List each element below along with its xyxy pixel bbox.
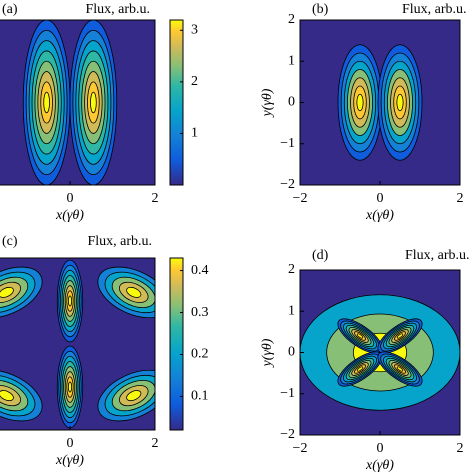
panel-label: (d) <box>312 248 329 263</box>
colorbar-tick-label: 0.3 <box>191 305 209 320</box>
y-axis-label: y(γθ) <box>260 88 275 118</box>
panel-label: (a) <box>2 2 18 17</box>
panel-title: Flux, arb.u. <box>402 2 467 17</box>
colorbar-tick-label: 0.4 <box>191 263 209 278</box>
y-tick-label: 0 <box>288 345 295 360</box>
x-axis-label: x(γθ) <box>365 458 394 473</box>
x-tick-label: 0 <box>377 191 384 206</box>
x-axis-label: x(γθ) <box>55 208 84 223</box>
y-tick-label: −2 <box>280 177 295 192</box>
y-tick-label: −1 <box>280 136 295 151</box>
y-tick-label: 2 <box>288 262 295 277</box>
contour-field <box>300 20 460 185</box>
y-tick-label: −2 <box>280 427 295 442</box>
panel: (b) Flux, arb.u. −2 0 2 −2 −1 0 1 2 x(γθ) y(γθ) <box>260 2 466 223</box>
panel-title: Flux, arb.u. <box>87 234 152 249</box>
colorbar-tick-label: 0.1 <box>191 389 209 404</box>
y-tick-label: 1 <box>288 53 295 68</box>
y-tick-label: 1 <box>288 303 295 318</box>
x-tick-label: 0 <box>377 441 384 456</box>
x-axis-label: x(γθ) <box>365 208 394 223</box>
x-tick-label: 2 <box>457 441 464 456</box>
contour-level <box>90 91 97 114</box>
x-tick-label: 2 <box>152 436 159 451</box>
contour-level <box>68 381 72 393</box>
panel-label: (b) <box>312 2 329 17</box>
x-tick-label: −2 <box>293 191 308 206</box>
x-tick-label: 2 <box>457 191 464 206</box>
x-tick-label: 0 <box>67 436 74 451</box>
contour-level <box>0 390 14 402</box>
x-tick-label: 2 <box>152 191 159 206</box>
contour-level <box>68 295 72 307</box>
contour-level <box>396 366 404 372</box>
contour-level <box>126 286 142 298</box>
panel: (c)Flux, arb.u.−202x(γθ)0.10.20.30.4 <box>0 234 209 468</box>
y-tick-label: 0 <box>288 95 295 110</box>
contour-level <box>396 93 404 112</box>
colorbar <box>169 19 184 186</box>
x-tick-label: −2 <box>293 441 308 456</box>
contour-level <box>356 366 364 372</box>
contour-level <box>356 333 364 339</box>
y-tick-label: −1 <box>280 386 295 401</box>
x-tick-label: 0 <box>67 191 74 206</box>
y-axis-label: y(γθ) <box>260 338 275 368</box>
contour-field <box>0 258 155 430</box>
colorbar-tick-label: 3 <box>191 23 198 38</box>
panel-title: Flux, arb.u. <box>85 2 150 17</box>
colorbar-tick-label: 0.2 <box>191 347 209 362</box>
panel-label: (c) <box>2 234 18 249</box>
contour-level <box>356 93 364 112</box>
contour-field <box>0 20 155 185</box>
panel: (d) Flux, arb.u. −2 0 2 −2 −1 0 1 2 x(γθ) y(γθ) <box>260 248 469 473</box>
panel: (a)Flux, arb.u.−202x(γθ)123 <box>0 2 198 223</box>
contour-field <box>300 270 460 435</box>
x-axis-label: x(γθ) <box>55 453 84 468</box>
y-tick-label: 2 <box>288 12 295 27</box>
colorbar-tick-label: 1 <box>191 126 198 141</box>
colorbar-tick-label: 2 <box>191 74 198 89</box>
contour-level <box>396 333 404 339</box>
colorbar <box>169 257 184 431</box>
contour-level <box>43 91 50 114</box>
contour-level <box>126 390 142 402</box>
contour-level <box>0 286 14 298</box>
panel-title: Flux, arb.u. <box>405 248 470 263</box>
